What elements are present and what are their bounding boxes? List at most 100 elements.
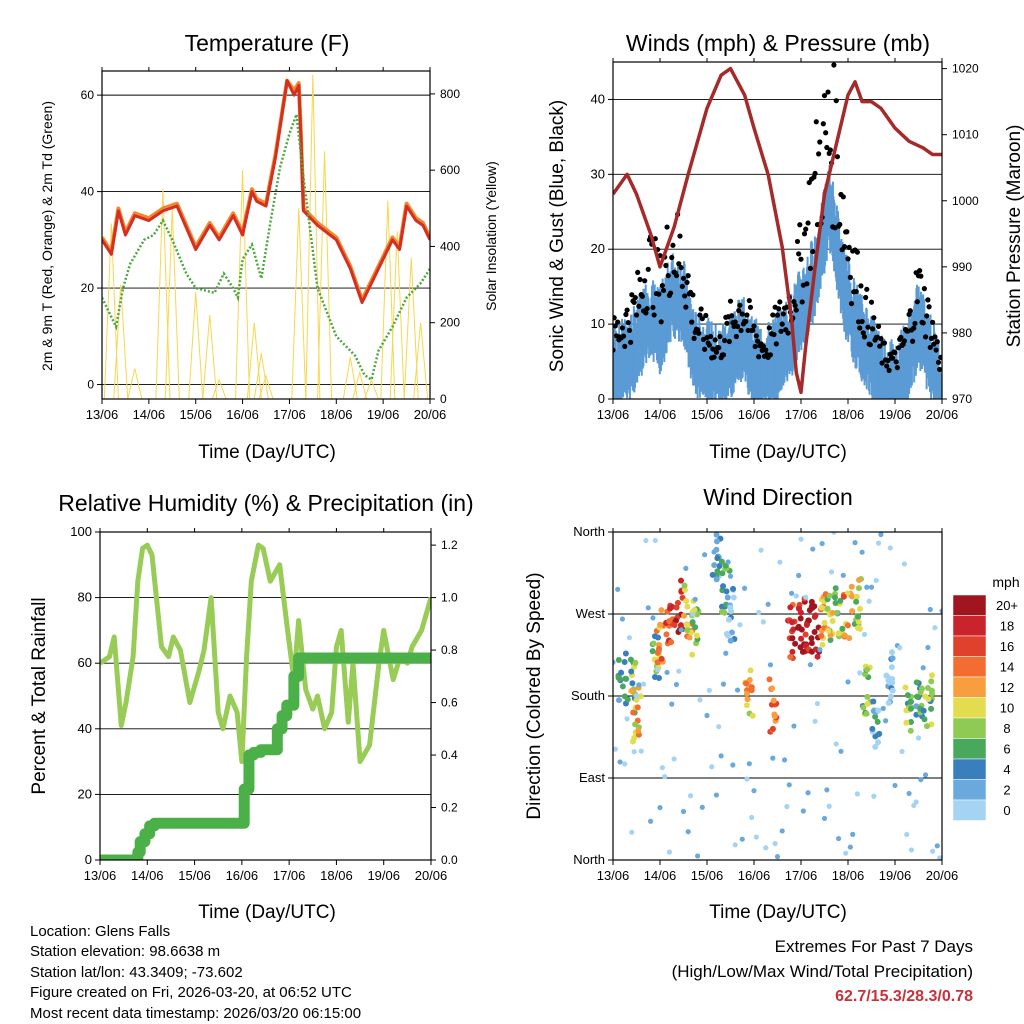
direction-point <box>817 647 823 653</box>
direction-point <box>691 606 698 613</box>
gust-point <box>747 304 754 310</box>
gust-point <box>847 274 853 280</box>
gust-point <box>716 345 722 351</box>
y2-tick-label: 0.8 <box>441 643 458 657</box>
direction-point <box>635 727 642 734</box>
direction-point <box>674 599 681 606</box>
direction-point <box>803 621 810 628</box>
direction-point <box>850 831 856 837</box>
direction-point <box>897 645 903 651</box>
x-tick-label: 17/06 <box>785 407 818 422</box>
gust-point <box>615 319 621 325</box>
direction-point <box>870 698 877 705</box>
direction-point <box>677 577 684 584</box>
y-tick-label: 80 <box>78 590 92 605</box>
direction-point <box>663 631 670 638</box>
winds-title: Winds (mph) & Pressure (mb) <box>626 30 930 56</box>
direction-point <box>915 735 922 741</box>
gust-point <box>712 337 718 343</box>
direction-point <box>749 814 755 821</box>
gust-point <box>743 318 749 325</box>
direction-point <box>872 713 879 720</box>
gust-point <box>898 334 904 340</box>
direction-point <box>932 625 938 631</box>
direction-point <box>629 829 635 835</box>
direction-point <box>852 540 858 546</box>
gust-point <box>831 62 837 68</box>
gust-point <box>623 311 629 318</box>
direction-point <box>870 707 877 714</box>
direction-point <box>655 667 661 673</box>
direction-point <box>713 538 720 545</box>
direction-point <box>868 584 875 590</box>
winds-ylabel: Sonic Wind & Gust (Blue, Black) <box>547 100 568 372</box>
solar-spike <box>202 315 218 399</box>
direction-xlabel: Time (Day/UTC) <box>709 902 847 923</box>
colorbar-swatch <box>952 799 987 821</box>
direction-point <box>617 759 623 765</box>
gust-point <box>651 312 657 318</box>
direction-point <box>903 719 910 726</box>
humidity-title: Relative Humidity (%) & Precipitation (i… <box>58 490 473 516</box>
direction-point <box>825 627 832 634</box>
direction-point <box>885 699 892 706</box>
colorbar-label: 20+ <box>996 598 1018 613</box>
direction-point <box>866 598 872 604</box>
direction-point <box>787 604 794 611</box>
gust-point <box>702 346 708 352</box>
direction-point <box>747 667 754 674</box>
direction-point <box>800 808 806 814</box>
gust-point <box>656 291 662 297</box>
direction-point <box>695 853 701 859</box>
gust-point <box>921 286 927 292</box>
gust-point <box>918 273 924 279</box>
direction-point <box>805 790 811 796</box>
direction-point <box>810 546 816 552</box>
gust-point <box>770 312 776 318</box>
direction-point <box>657 621 664 628</box>
y-tick-label: 40 <box>81 185 95 199</box>
direction-point <box>732 842 738 848</box>
solar-spike <box>363 378 379 399</box>
gust-point <box>736 307 742 314</box>
direction-point <box>857 670 863 676</box>
x-tick-label: 14/06 <box>131 868 164 883</box>
direction-point <box>749 712 756 719</box>
x-tick-label: 19/06 <box>879 407 912 422</box>
gust-point <box>859 318 865 325</box>
direction-point <box>619 683 626 690</box>
colorbar-label: 16 <box>1000 639 1014 654</box>
direction-point <box>849 608 856 615</box>
direction-point <box>797 615 804 622</box>
gust-point <box>796 251 802 257</box>
direction-point <box>848 583 855 590</box>
y-tick-label: West <box>576 606 606 621</box>
direction-point <box>871 793 877 799</box>
direction-point <box>904 692 911 699</box>
direction-point <box>624 716 630 722</box>
y-tick-label: 0 <box>598 391 605 406</box>
direction-point <box>648 818 654 824</box>
gust-point <box>726 338 732 345</box>
x-tick-label: 14/06 <box>644 407 677 422</box>
x-tick-label: 20/06 <box>926 407 959 422</box>
gust-point <box>699 316 705 322</box>
direction-point <box>615 586 621 592</box>
direction-point <box>837 597 844 604</box>
solar-spike <box>305 74 321 399</box>
direction-point <box>702 552 708 558</box>
gust-point <box>622 343 628 349</box>
gust-point <box>834 154 841 160</box>
direction-point <box>718 608 725 615</box>
direction-point <box>760 619 767 625</box>
gust-point <box>632 295 638 301</box>
direction-point <box>619 616 626 622</box>
direction-point <box>651 674 658 681</box>
location-text: Location: Glens Falls <box>30 923 171 940</box>
direction-point <box>720 583 727 590</box>
solar-spike <box>258 374 274 399</box>
gust-point <box>677 233 683 239</box>
direction-point <box>714 555 721 562</box>
